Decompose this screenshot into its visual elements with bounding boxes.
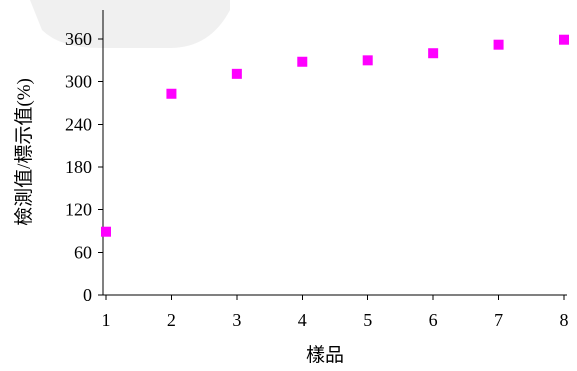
data-points [101, 34, 569, 237]
y-tick-label: 180 [65, 157, 92, 177]
y-tick-label: 0 [83, 285, 92, 305]
x-tick-label: 5 [363, 310, 372, 330]
y-tick-label: 240 [65, 114, 92, 134]
x-tick-label: 4 [298, 310, 307, 330]
x-tick-label: 7 [494, 310, 503, 330]
x-tick-label: 3 [232, 310, 241, 330]
y-tick-label: 360 [65, 29, 92, 49]
x-tick-label: 2 [167, 310, 176, 330]
y-tick-label: 120 [65, 200, 92, 220]
data-point [428, 48, 439, 59]
data-point [231, 68, 242, 79]
y-axis-label: 檢測值/標示值(%) [13, 78, 35, 226]
watermark-logo [30, 0, 230, 48]
x-axis-label: 樣品 [306, 344, 344, 366]
data-point [493, 39, 504, 50]
data-point [166, 88, 177, 99]
y-axis-ticks: 0 60 120 180 240 300 360 [65, 29, 103, 305]
x-tick-label: 8 [560, 310, 569, 330]
x-tick-label: 6 [429, 310, 438, 330]
y-tick-label: 300 [65, 72, 92, 92]
y-tick-label: 60 [74, 242, 92, 262]
plot-axes [102, 10, 567, 296]
data-point [559, 34, 569, 45]
data-point [101, 226, 111, 237]
data-point [297, 56, 308, 67]
x-tick-label: 1 [102, 310, 111, 330]
x-axis-ticks: 1 2 3 4 5 6 7 8 [102, 295, 569, 330]
data-point [362, 55, 373, 66]
